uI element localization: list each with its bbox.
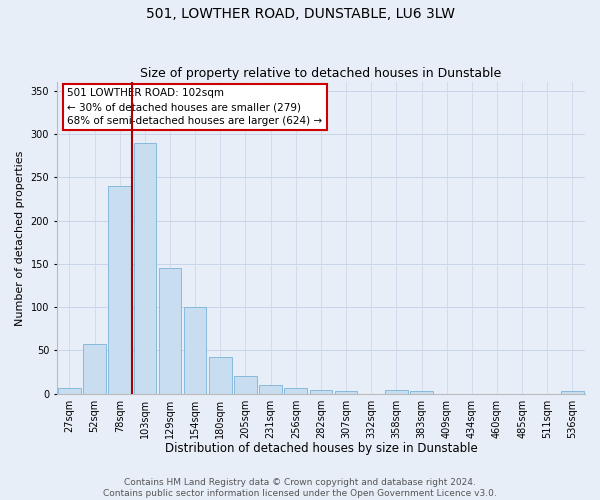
Bar: [385, 390, 407, 394]
Bar: [284, 388, 307, 394]
Bar: [410, 391, 433, 394]
Title: Size of property relative to detached houses in Dunstable: Size of property relative to detached ho…: [140, 66, 502, 80]
Text: 501, LOWTHER ROAD, DUNSTABLE, LU6 3LW: 501, LOWTHER ROAD, DUNSTABLE, LU6 3LW: [146, 8, 455, 22]
Bar: [259, 385, 282, 394]
Bar: [310, 390, 332, 394]
Bar: [109, 186, 131, 394]
X-axis label: Distribution of detached houses by size in Dunstable: Distribution of detached houses by size …: [164, 442, 477, 455]
Text: Contains HM Land Registry data © Crown copyright and database right 2024.
Contai: Contains HM Land Registry data © Crown c…: [103, 478, 497, 498]
Bar: [561, 391, 584, 394]
Bar: [158, 268, 181, 394]
Bar: [58, 388, 81, 394]
Text: 501 LOWTHER ROAD: 102sqm
← 30% of detached houses are smaller (279)
68% of semi-: 501 LOWTHER ROAD: 102sqm ← 30% of detach…: [67, 88, 323, 126]
Bar: [83, 344, 106, 394]
Y-axis label: Number of detached properties: Number of detached properties: [15, 150, 25, 326]
Bar: [234, 376, 257, 394]
Bar: [335, 391, 358, 394]
Bar: [134, 142, 156, 394]
Bar: [184, 307, 206, 394]
Bar: [209, 358, 232, 394]
